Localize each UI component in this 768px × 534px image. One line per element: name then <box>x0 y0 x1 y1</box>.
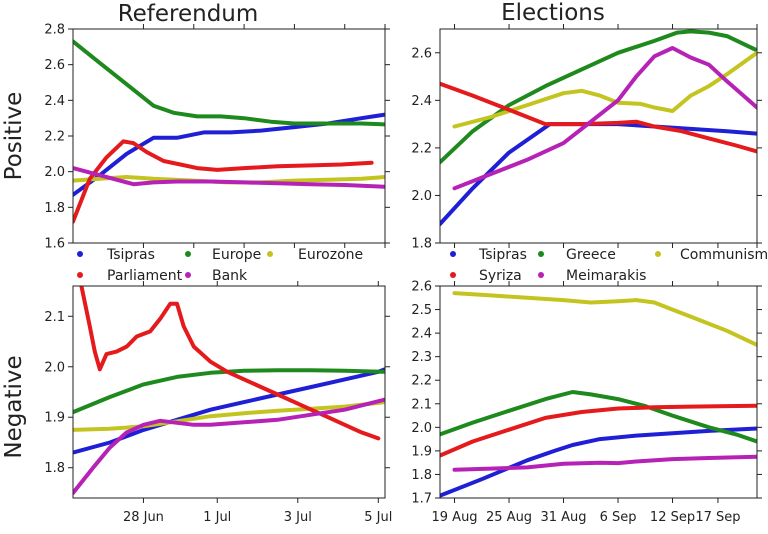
plot-frame <box>72 285 386 499</box>
legend-label-bank: Bank <box>212 268 248 284</box>
legend-marker-communism <box>655 251 661 257</box>
y-tick-label: 2.8 <box>44 23 65 38</box>
y-tick-label: 2.1 <box>44 310 65 325</box>
series-line-meimarakis <box>452 454 757 472</box>
plot-frame <box>439 285 758 499</box>
y-tick-label: 1.8 <box>44 461 65 476</box>
series-line-bank <box>73 166 385 189</box>
series-line-syriza <box>440 81 757 154</box>
series-line-meimarakis <box>452 46 757 191</box>
x-tick-label: 31 Aug <box>540 510 586 525</box>
y-tick-label: 2.5 <box>411 303 432 318</box>
panel-elections-negative: 1.7 1.8 1.9 2.0 2.1 2.2 2.3 2.4 2.5 2.6 19 Aug 25 A… <box>411 280 762 525</box>
plot-frame <box>439 28 758 244</box>
panel-referendum-positive: 1.6 1.8 2.0 2.2 2.4 2.6 2.8 <box>44 23 390 252</box>
y-tick-label: 2.1 <box>411 397 432 412</box>
column-title-elections: Elections <box>501 0 605 26</box>
legend-label-greece: Greece <box>566 247 616 263</box>
legend-referendum: Tsipras Europe Eurozone Parliament Bank <box>77 247 363 284</box>
legend-label-meimarakis: Meimarakis <box>566 268 646 284</box>
y-tick-label: 2.2 <box>411 374 432 389</box>
y-tick-label: 2.0 <box>44 360 65 375</box>
x-tick-label: 3 Jul <box>284 510 312 525</box>
y-tick-label: 2.4 <box>44 94 65 109</box>
y-tick-label: 1.6 <box>44 237 65 252</box>
legend-label-tsipras-el: Tsipras <box>478 247 527 263</box>
legend-label-syriza: Syriza <box>479 268 522 284</box>
y-tick-label: 2.6 <box>411 46 432 61</box>
y-tick-label: 2.4 <box>411 94 432 109</box>
y-tick-label: 2.2 <box>411 141 432 156</box>
row-label-positive: Positive <box>1 92 27 181</box>
x-tick-label: 25 Aug <box>486 510 532 525</box>
x-tick-label: 6 Sep <box>600 510 637 525</box>
series-line-bank <box>73 397 385 495</box>
x-tick-label: 1 Jul <box>203 510 231 525</box>
y-tick-label: 2.4 <box>411 327 432 342</box>
column-title-referendum: Referendum <box>118 1 259 27</box>
x-tick-label: 12 Sep <box>650 510 695 525</box>
series-line-communism <box>452 50 757 129</box>
legend-marker-tsipras-el <box>450 251 456 257</box>
legend-marker-meimarakis <box>538 272 544 278</box>
y-tick-label: 2.2 <box>44 130 65 145</box>
series-line-europe <box>73 39 385 127</box>
legend-label-tsipras: Tsipras <box>106 247 155 263</box>
legend-label-europe: Europe <box>212 247 261 263</box>
legend-marker-parliament <box>77 272 83 278</box>
legend-marker-bank <box>185 272 191 278</box>
y-tick-label: 1.7 <box>411 492 432 507</box>
x-tick-label: 5 Jul <box>364 510 392 525</box>
y-tick-label: 2.0 <box>411 189 432 204</box>
series-line-parliament <box>73 139 374 224</box>
plot-frame <box>72 28 386 244</box>
y-tick-label: 1.8 <box>44 201 65 216</box>
legend-label-parliament: Parliament <box>107 268 183 284</box>
y-tick-label: 2.0 <box>411 421 432 436</box>
y-tick-label: 1.9 <box>44 411 65 426</box>
legend-label-communism: Communism <box>680 247 768 263</box>
legend-marker-tsipras <box>77 251 83 257</box>
panel-referendum-negative: 1.8 1.9 2.0 2.1 28 Jun 1 Jul 3 Jul 5 Jul <box>44 281 392 525</box>
series-line-communism <box>452 291 757 347</box>
y-tick-label: 2.6 <box>411 280 432 295</box>
y-tick-label: 2.3 <box>411 350 432 365</box>
legend-elections: Tsipras Greece Communism Syriza Meimarak… <box>450 247 768 284</box>
x-tick-label: 19 Aug <box>432 510 478 525</box>
y-tick-label: 2.0 <box>44 165 65 180</box>
legend-marker-eurozone <box>267 251 273 257</box>
x-tick-label: 17 Sep <box>695 510 740 525</box>
series-line-tsipras <box>73 367 385 455</box>
row-label-negative: Negative <box>1 355 27 458</box>
y-tick-label: 1.9 <box>411 444 432 459</box>
series-line-greece <box>440 390 757 444</box>
legend-label-eurozone: Eurozone <box>298 247 363 263</box>
panel-elections-positive: 1.8 2.0 2.2 2.4 2.6 <box>411 24 762 252</box>
series-line-parliament <box>79 286 381 441</box>
y-tick-label: 1.8 <box>411 468 432 483</box>
y-tick-label: 1.8 <box>411 237 432 252</box>
legend-marker-syriza <box>450 272 456 278</box>
x-tick-label: 28 Jun <box>123 510 164 525</box>
y-tick-label: 2.6 <box>44 58 65 73</box>
legend-marker-greece <box>538 251 544 257</box>
series-line-eurozone <box>73 400 385 432</box>
series-line-syriza <box>440 403 757 458</box>
legend-marker-europe <box>185 251 191 257</box>
